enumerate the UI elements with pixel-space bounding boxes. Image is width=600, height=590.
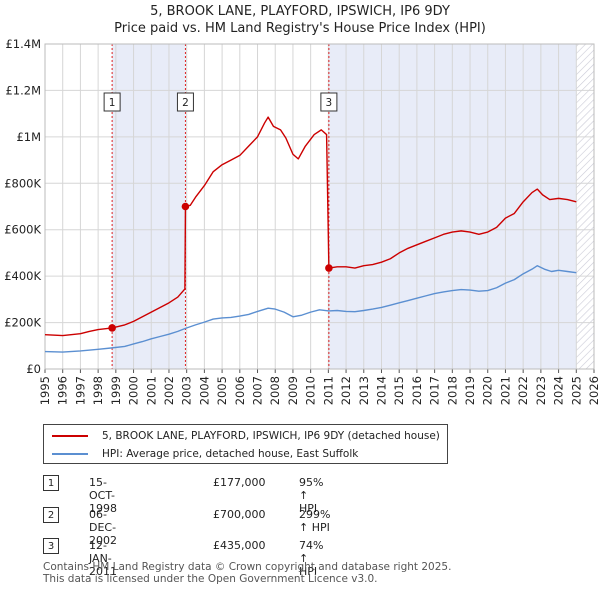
x-tick-label: 2021 — [498, 376, 512, 405]
legend-line-property — [52, 435, 88, 437]
y-tick-label: £800K — [4, 176, 41, 190]
x-tick-label: 2019 — [463, 376, 477, 405]
x-tick-label: 1996 — [56, 376, 70, 405]
x-tick-label: 2002 — [162, 376, 176, 405]
x-tick-label: 2006 — [233, 376, 247, 405]
sale-point — [181, 202, 190, 211]
transaction-number: 2 — [43, 507, 59, 523]
footer: Contains HM Land Registry data © Crown c… — [43, 561, 451, 585]
sale-point — [325, 264, 333, 272]
x-tick-label: 2003 — [180, 376, 194, 405]
legend-item-property: 5, BROOK LANE, PLAYFORD, IPSWICH, IP6 9D… — [52, 428, 440, 444]
ownership-shade — [112, 44, 186, 369]
x-tick-label: 2018 — [445, 376, 459, 405]
x-tick-label: 2024 — [552, 376, 566, 405]
sale-label: 3 — [326, 97, 333, 109]
x-tick-label: 2014 — [374, 376, 388, 405]
transaction-price: £700,000 — [213, 508, 266, 521]
x-tick-label: 2023 — [534, 376, 548, 405]
hpi-line — [44, 265, 577, 353]
transaction-number: 3 — [43, 538, 59, 554]
transaction-hpi: 95% ↑ HPI — [299, 476, 324, 515]
sale-label-box — [176, 92, 194, 112]
y-tick-label: £1.2M — [5, 83, 41, 97]
x-tick-label: 1999 — [109, 376, 123, 405]
x-tick-label: 2000 — [127, 376, 141, 405]
x-tick-label: 2004 — [197, 376, 211, 405]
transaction-date: 12-JAN-2011 — [89, 539, 117, 578]
x-tick-label: 2026 — [587, 376, 600, 405]
x-tick-label: 1997 — [73, 376, 87, 405]
transaction-price: £435,000 — [213, 539, 266, 552]
price-chart: £0 £200K £400K £600K £800K £1M £1.2M £1.4M 1995 1… — [4, 37, 600, 405]
chart-legend: 5, BROOK LANE, PLAYFORD, IPSWICH, IP6 9D… — [43, 424, 448, 464]
y-tick-label: £1.4M — [5, 37, 41, 51]
chart-subtitle: Price paid vs. HM Land Registry's House … — [114, 21, 486, 36]
transaction-number: 1 — [43, 475, 59, 491]
y-tick-label: £200K — [4, 316, 41, 330]
forecast-hatch — [576, 44, 594, 369]
x-tick-label: 2009 — [286, 376, 300, 405]
legend-line-hpi — [52, 453, 88, 455]
transaction-date: 06-DEC-2002 — [89, 508, 117, 547]
footer-licence: This data is licensed under the Open Gov… — [43, 573, 378, 585]
y-tick-label: £1M — [16, 130, 41, 144]
transaction-hpi: 299% ↑ HPI — [299, 508, 331, 534]
x-tick-label: 1995 — [38, 376, 52, 405]
x-tick-label: 2013 — [357, 376, 371, 405]
sale-point — [108, 324, 116, 332]
chart-title: 5, BROOK LANE, PLAYFORD, IPSWICH, IP6 9D… — [150, 4, 450, 19]
transaction-price: £177,000 — [213, 476, 266, 489]
x-tick-label: 2017 — [428, 376, 442, 405]
legend-label-hpi: HPI: Average price, detached house, East… — [102, 448, 359, 460]
transaction-hpi: 74% ↑ HPI — [299, 539, 324, 578]
x-tick-label: 2007 — [251, 376, 265, 405]
x-tick-label: 2010 — [304, 376, 318, 405]
plot-border — [44, 43, 595, 370]
legend-item-hpi: HPI: Average price, detached house, East… — [52, 446, 358, 462]
y-tick-label: £600K — [4, 223, 41, 237]
sale-label-box — [103, 92, 121, 112]
property-price-line — [44, 116, 577, 337]
sale-label: 2 — [182, 97, 189, 109]
sale-label-box — [320, 92, 338, 112]
footer-copyright: Contains HM Land Registry data © Crown c… — [43, 561, 452, 573]
x-tick-label: 2011 — [321, 376, 335, 405]
x-tick-label: 2012 — [339, 376, 353, 405]
x-tick-label: 2001 — [144, 376, 158, 405]
y-tick-label: £0 — [26, 362, 41, 376]
transaction-date: 15-OCT-1998 — [89, 476, 117, 515]
x-tick-label: 1998 — [91, 376, 105, 405]
x-tick-label: 2025 — [569, 376, 583, 405]
sale-label: 1 — [109, 97, 116, 109]
x-tick-label: 2022 — [516, 376, 530, 405]
x-tick-label: 2016 — [410, 376, 424, 405]
legend-label-property: 5, BROOK LANE, PLAYFORD, IPSWICH, IP6 9D… — [102, 430, 440, 442]
y-tick-label: £400K — [4, 269, 41, 283]
x-tick-label: 2005 — [215, 376, 229, 405]
x-tick-label: 2008 — [268, 376, 282, 405]
x-tick-label: 2020 — [481, 376, 495, 405]
x-tick-label: 2015 — [392, 376, 406, 405]
